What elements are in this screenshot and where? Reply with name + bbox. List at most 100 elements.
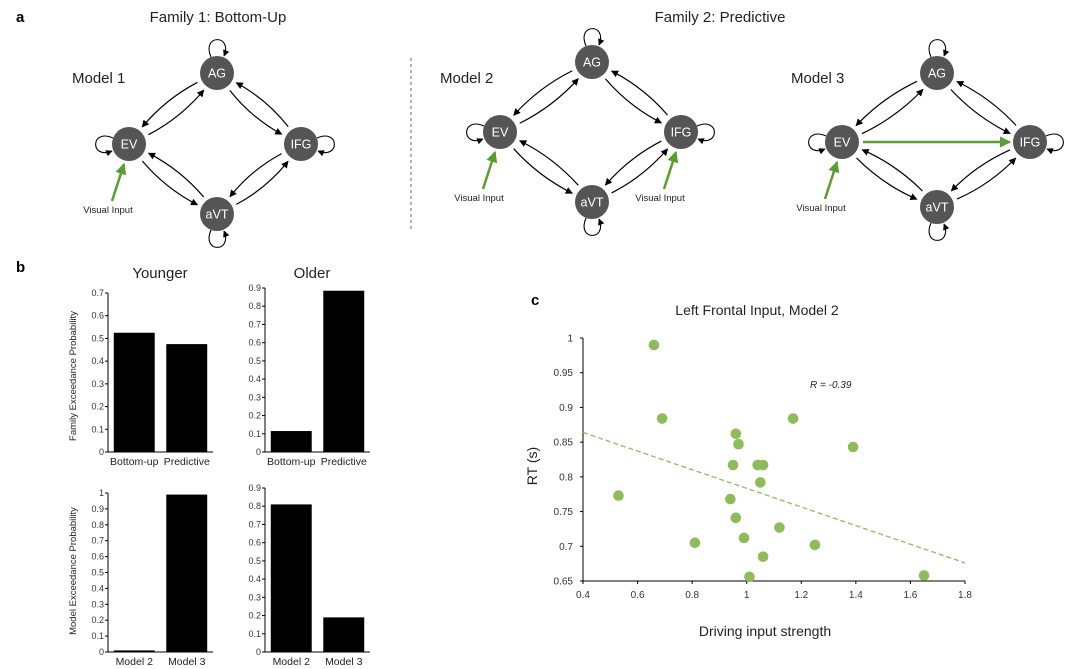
y-tick-label: 0.7 [248,519,261,529]
scatter-point [613,490,624,501]
node-label-ag: AG [208,67,226,81]
connection-arrow [141,81,198,128]
scatter-y-tick-label: 0.65 [554,577,574,588]
scatter-point [738,532,750,544]
scatter-point [689,537,701,549]
model-diagram-1: Model 1 AG EV IFG aVT Visual Input [72,39,335,248]
connection-arrow [519,140,579,186]
node-label-avt: aVT [926,201,949,215]
connection-arrow [604,140,662,186]
bar-charts: 0 0.1 0.2 0.3 0.4 0.5 0.6 0.7 Bottom-up Predictiv… [91,283,370,668]
scatter-y-tick-label: 0.7 [559,542,573,553]
bar [166,344,208,452]
bar [323,290,365,452]
scatter-point [730,428,742,440]
y-tick-label: 0.4 [248,374,261,384]
scatter-ylabel: RT (s) [524,447,540,485]
node-ifg [664,115,698,149]
self-connection-loop [208,229,230,248]
y-tick-label: 0 [256,647,261,657]
category-label: Model 3 [168,656,206,668]
y-tick-label: 0 [99,447,104,457]
connection-arrow [236,160,289,205]
model-diagrams: Model 1 AG EV IFG aVT Visual Input Model 2 AG EV… [72,28,1064,248]
connection-arrow [229,153,282,198]
scatter-point [648,339,660,351]
y-tick-label: 0.3 [248,392,261,402]
scatter-y-tick-label: 0.75 [554,507,574,518]
connection-arrow [950,149,1011,192]
model-diagram-2: Model 2 AG EV IFG aVT Visual Input Visual Inpu… [440,28,715,236]
bar-chart-3: 0 0.1 0.2 0.3 0.4 0.5 0.6 0.7 0.8 0.9 1 Model 2 Mode… [91,488,213,668]
node-label-ag: AG [583,56,601,70]
self-connection-loop [808,133,827,155]
node-label-ifg: IFG [671,126,692,140]
y-tick-label: 0.3 [91,599,104,609]
y-tick-label: 0.2 [248,411,261,421]
self-connection-loop [1045,133,1064,155]
connection-arrow [147,152,205,198]
panel-c-letter: c [531,292,539,309]
scatter-title: Left Frontal Input, Model 2 [675,302,839,318]
y-tick-label: 0.9 [91,504,104,514]
node-label-ifg: IFG [291,138,312,152]
node-ev [825,125,859,159]
y-tick-label: 0.8 [91,520,104,530]
scatter-point [727,459,739,471]
visual-input-label: Visual Input [83,205,133,216]
scatter-point [787,413,799,424]
col-title-older: Older [294,265,331,282]
y-tick-label: 0.7 [91,536,104,546]
scatter-point [755,477,766,488]
connection-arrow [956,80,1017,126]
y-tick-label: 0 [99,647,104,657]
node-avt [575,185,609,219]
node-label-ifg: IFG [1020,136,1041,150]
visual-input-arrow [481,150,498,190]
y-tick-label: 0.5 [91,333,104,343]
scatter-y-tick-label: 0.95 [554,368,574,379]
scatter-x-tick-label: 1.4 [849,590,863,601]
self-connection-loop [583,28,605,47]
connection-arrow [950,89,1011,135]
connection-arrow [956,157,1017,200]
y-tick-label: 0.6 [248,338,261,348]
category-label: Bottom-up [267,456,316,468]
bar-chart-1: 0 0.1 0.2 0.3 0.4 0.5 0.6 0.7 Bottom-up Predictiv… [91,288,213,468]
self-connection-loop [583,217,605,236]
y-tick-label: 0.9 [248,483,261,493]
scatter-x-tick-label: 0.4 [576,590,590,601]
y-tick-label: 0.4 [91,356,104,366]
node-avt [920,190,954,224]
scatter-y-tick-label: 0.85 [554,438,574,449]
model-label: Model 3 [791,70,844,87]
y-tick-label: 0.9 [248,283,261,293]
y-tick-label: 0.1 [248,429,261,439]
self-connection-loop [208,39,230,58]
family1-title: Family 1: Bottom-Up [150,9,287,26]
correlation-annotation: R = -0.39 [810,380,852,391]
y-tick-label: 0.5 [248,356,261,366]
node-ifg [284,127,318,161]
self-connection-loop [928,222,950,241]
scatter-point [744,571,755,583]
scatter-y-tick-label: 0.9 [559,403,573,414]
model-label: Model 2 [440,70,493,87]
node-ag [920,56,954,90]
node-ev [483,115,517,149]
node-label-ev: EV [834,136,851,150]
bar [113,650,155,652]
y-tick-label: 0.8 [248,301,261,311]
y-tick-label: 0.6 [248,538,261,548]
y-tick-label: 0.4 [248,574,261,584]
scatter-point [918,570,930,581]
node-label-ev: EV [492,126,509,140]
y-tick-label: 1 [99,488,104,498]
ylabel-family-exceedance: Family Exceedance Probability [68,311,79,441]
scatter-y-tick-label: 0.8 [559,472,573,483]
connection-arrow [513,70,573,116]
connection-arrow [610,70,669,116]
y-tick-label: 0.2 [91,402,104,412]
bar-chart-4: 0 0.1 0.2 0.3 0.4 0.5 0.6 0.7 0.8 0.9 Model 2 Model… [248,483,370,668]
node-ag [575,45,609,79]
